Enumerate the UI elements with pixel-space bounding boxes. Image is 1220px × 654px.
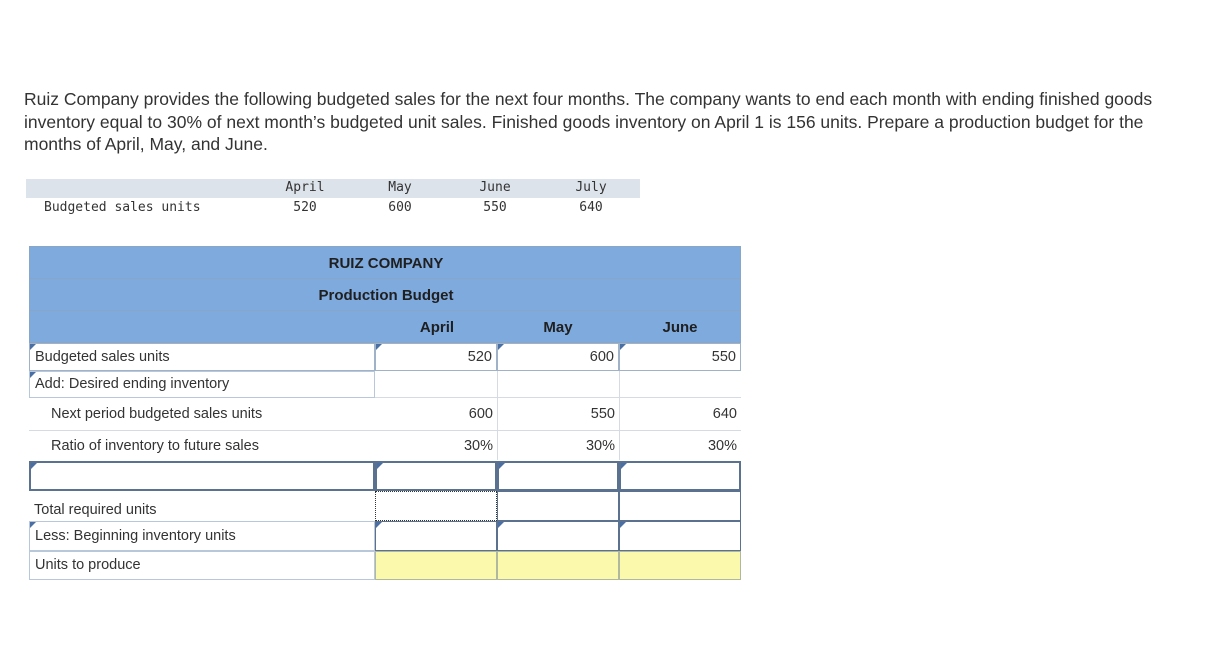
total-label-text: Total required units <box>34 501 157 518</box>
june-next-value: 640 <box>619 398 741 430</box>
row-next-period-sales: Next period budgeted sales units 600 550… <box>29 398 741 430</box>
april-produce-input[interactable] <box>375 551 497 580</box>
input-flag-icon <box>376 522 382 528</box>
april-beginning-input[interactable] <box>375 521 497 551</box>
beginning-label-box[interactable]: Less: Beginning inventory units <box>29 521 375 551</box>
row-divider <box>29 430 741 431</box>
total-label: Total required units <box>29 491 375 521</box>
april-ending-input[interactable] <box>375 461 497 491</box>
budget-title: Production Budget <box>318 287 454 304</box>
may-desired-cell <box>497 371 619 398</box>
june-beginning-input[interactable] <box>619 521 741 551</box>
ratio-label-text: Ratio of inventory to future sales <box>51 437 259 454</box>
may-sales-value: 600 <box>589 349 614 365</box>
row-units-to-produce: Units to produce <box>29 551 741 580</box>
desired-label-text: Add: Desired ending inventory <box>35 376 230 393</box>
may-produce-input[interactable] <box>497 551 619 580</box>
june-ending-input[interactable] <box>619 461 741 491</box>
june-sales-value: 550 <box>711 349 736 365</box>
given-value-july: 640 <box>579 200 603 215</box>
dropdown-flag-icon <box>30 344 36 350</box>
may-ratio-text: 30% <box>585 438 615 454</box>
row-ratio: Ratio of inventory to future sales 30% 3… <box>29 431 741 461</box>
may-ending-input[interactable] <box>497 461 619 491</box>
april-ratio-text: 30% <box>463 438 493 454</box>
april-next-value: 600 <box>375 398 497 430</box>
ending-inventory-label-dropdown[interactable] <box>29 461 375 491</box>
given-month-july: July <box>575 180 607 195</box>
april-desired-cell <box>375 371 497 398</box>
april-total-input[interactable] <box>375 491 497 521</box>
sales-label-text: Budgeted sales units <box>35 348 170 365</box>
june-next-text: 640 <box>712 406 737 422</box>
row-ending-inventory-input <box>29 461 741 491</box>
row-total-required: Total required units <box>29 491 741 521</box>
may-total-input[interactable] <box>497 491 619 521</box>
column-april: April <box>419 319 455 336</box>
april-sales-value: 520 <box>467 349 492 365</box>
given-month-june: June <box>479 180 511 195</box>
june-total-input[interactable] <box>619 491 741 521</box>
beginning-label-text: Less: Beginning inventory units <box>35 527 236 544</box>
june-produce-input[interactable] <box>619 551 741 580</box>
given-value-june: 550 <box>483 200 507 215</box>
input-flag-icon <box>376 344 382 350</box>
company-header: RUIZ COMPANY <box>29 246 741 279</box>
input-flag-icon <box>498 522 504 528</box>
given-month-april: April <box>285 180 325 195</box>
april-next-text: 600 <box>468 406 493 422</box>
input-flag-icon <box>620 522 626 528</box>
given-value-may: 600 <box>388 200 412 215</box>
column-header-row: April May June <box>29 310 741 343</box>
company-name: RUIZ COMPANY <box>328 255 444 272</box>
dropdown-flag-icon <box>31 463 37 469</box>
column-may: May <box>543 319 573 336</box>
input-flag-icon <box>498 344 504 350</box>
produce-label-text: Units to produce <box>35 557 141 574</box>
row-budgeted-sales: Budgeted sales units 520 600 550 <box>29 343 741 371</box>
budget-title-header: Production Budget <box>29 278 741 311</box>
given-month-may: May <box>388 180 412 195</box>
may-sales-input[interactable]: 600 <box>497 343 619 371</box>
june-ratio-value: 30% <box>619 431 741 461</box>
given-sales-table: April May June July Budgeted sales units… <box>26 179 640 219</box>
june-ratio-text: 30% <box>707 438 737 454</box>
row-beginning-inventory: Less: Beginning inventory units <box>29 521 741 551</box>
next-label: Next period budgeted sales units <box>29 398 375 430</box>
row-label: Budgeted sales units <box>29 343 375 371</box>
may-ratio-value: 30% <box>497 431 619 461</box>
april-ratio-value: 30% <box>375 431 497 461</box>
desired-label-box[interactable]: Add: Desired ending inventory <box>29 371 375 398</box>
next-label-text: Next period budgeted sales units <box>51 405 263 422</box>
given-row-label: Budgeted sales units <box>44 200 201 215</box>
june-desired-cell <box>619 371 741 398</box>
dropdown-flag-icon <box>30 372 36 378</box>
dropdown-flag-icon <box>30 522 36 528</box>
column-divider <box>497 371 498 460</box>
row-desired-ending: Add: Desired ending inventory <box>29 371 741 398</box>
given-value-april: 520 <box>293 200 317 215</box>
given-header-bar <box>26 179 640 198</box>
april-sales-input[interactable]: 520 <box>375 343 497 371</box>
input-flag-icon <box>377 463 383 469</box>
may-next-text: 550 <box>590 406 615 422</box>
input-flag-icon <box>620 344 626 350</box>
may-next-value: 550 <box>497 398 619 430</box>
input-flag-icon <box>621 463 627 469</box>
input-flag-icon <box>499 463 505 469</box>
may-beginning-input[interactable] <box>497 521 619 551</box>
problem-statement: Ruiz Company provides the following budg… <box>24 89 1153 154</box>
ratio-label: Ratio of inventory to future sales <box>29 431 375 461</box>
june-sales-input[interactable]: 550 <box>619 343 741 371</box>
column-divider <box>619 371 620 460</box>
produce-label: Units to produce <box>29 551 375 580</box>
column-june: June <box>662 319 698 336</box>
